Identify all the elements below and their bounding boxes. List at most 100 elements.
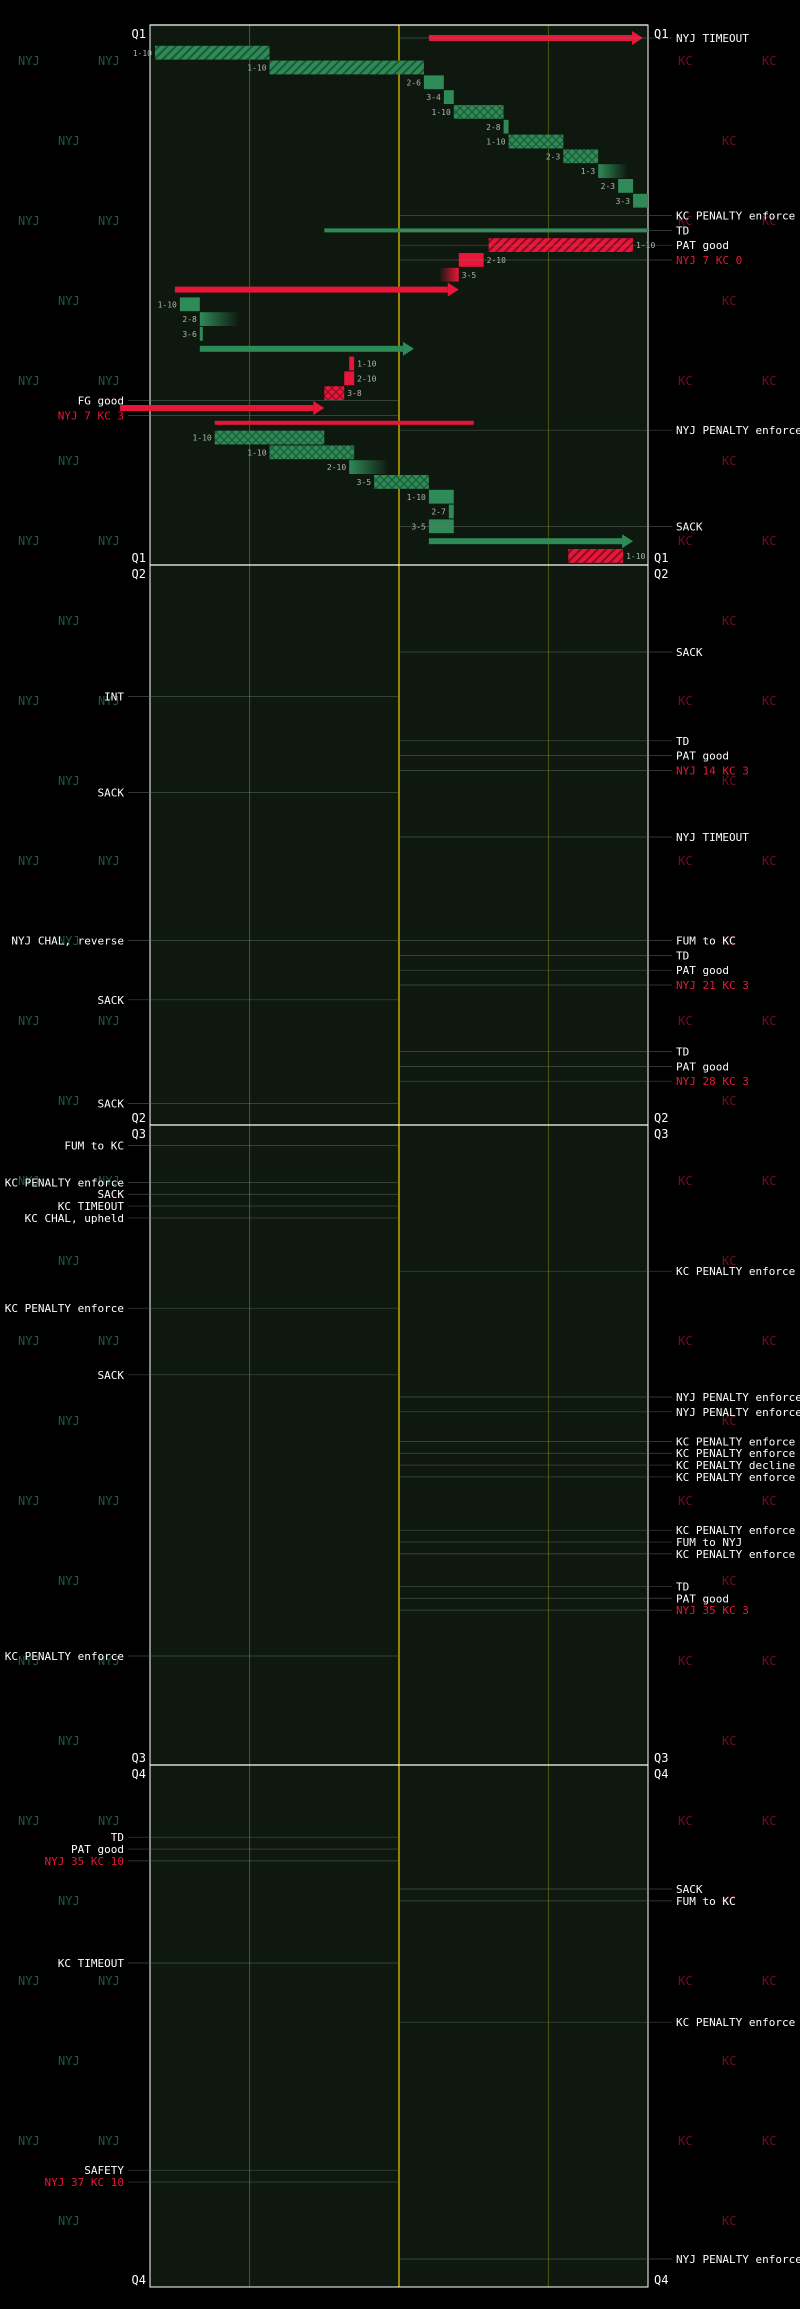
endzone-label-kc: KC bbox=[722, 1894, 736, 1908]
play-bar-23 bbox=[324, 386, 345, 400]
endzone-label-nyj: NYJ bbox=[98, 1014, 120, 1028]
endzone-label-kc: KC bbox=[722, 614, 736, 628]
quarter-label-left: Q3 bbox=[132, 1127, 146, 1141]
endzone-label-kc: KC bbox=[762, 374, 776, 388]
annotation-left: TD bbox=[111, 1831, 124, 1844]
annotation-right: KC PENALTY enforce bbox=[676, 1435, 795, 1448]
play-arrow-24 bbox=[120, 401, 325, 415]
play-down-label: 3-5 bbox=[462, 271, 477, 280]
endzone-label-nyj: NYJ bbox=[58, 294, 80, 308]
annotation-left: NYJ CHAL, reverse bbox=[11, 935, 124, 948]
endzone-label-nyj: NYJ bbox=[18, 1654, 40, 1668]
endzone-label-nyj: NYJ bbox=[18, 1334, 40, 1348]
play-bar-31 bbox=[448, 504, 454, 519]
play-bar-4 bbox=[443, 90, 454, 104]
endzone-label-nyj: NYJ bbox=[98, 1494, 120, 1508]
endzone-label-nyj: NYJ bbox=[58, 1734, 80, 1748]
endzone-label-nyj: NYJ bbox=[58, 934, 80, 948]
endzone-label-nyj: NYJ bbox=[58, 1254, 80, 1268]
endzone-label-kc: KC bbox=[722, 2054, 736, 2068]
play-down-label: 3-5 bbox=[411, 522, 426, 531]
play-thin-25 bbox=[214, 420, 474, 425]
annotation-left: KC TIMEOUT bbox=[58, 1957, 125, 1970]
annotation-left: INT bbox=[104, 690, 124, 703]
endzone-label-kc: KC bbox=[722, 1094, 736, 1108]
quarter-label-right: Q1 bbox=[654, 27, 668, 41]
annotation-right: KC PENALTY decline bbox=[676, 1459, 795, 1472]
play-down-label: 1-3 bbox=[581, 167, 596, 176]
annotation-right: PAT good bbox=[676, 239, 729, 252]
annotation-right: NYJ 28 KC 3 bbox=[676, 1075, 749, 1088]
endzone-label-kc: KC bbox=[678, 1494, 692, 1508]
quarter-label-right: Q3 bbox=[654, 1127, 668, 1141]
play-arrow-shaft bbox=[174, 286, 448, 293]
endzone-label-nyj: NYJ bbox=[98, 854, 120, 868]
play-down-label: 3-8 bbox=[347, 389, 362, 398]
play-bar-26 bbox=[214, 430, 325, 445]
endzone-label-kc: KC bbox=[762, 1654, 776, 1668]
play-bar-29 bbox=[374, 475, 429, 489]
play-down-label: 1-10 bbox=[432, 108, 451, 117]
play-bar-2 bbox=[269, 60, 424, 75]
annotation-right: NYJ 21 KC 3 bbox=[676, 979, 749, 992]
play-arrow-head bbox=[402, 341, 414, 356]
annotation-right: NYJ 35 KC 3 bbox=[676, 1604, 749, 1617]
quarter-end-label-right: Q1 bbox=[654, 551, 668, 565]
play-down-label: 1-10 bbox=[626, 552, 645, 561]
endzone-label-kc: KC bbox=[722, 294, 736, 308]
play-bar-34 bbox=[568, 549, 624, 563]
endzone-label-kc: KC bbox=[678, 1174, 692, 1188]
endzone-label-nyj: NYJ bbox=[18, 374, 40, 388]
annotation-right: PAT good bbox=[676, 750, 729, 763]
endzone-label-kc: KC bbox=[678, 1654, 692, 1668]
endzone-label-kc: KC bbox=[722, 934, 736, 948]
endzone-label-kc: KC bbox=[678, 54, 692, 68]
quarter-end-label-right: Q3 bbox=[654, 1751, 668, 1765]
endzone-label-nyj: NYJ bbox=[58, 614, 80, 628]
quarter-end-label-left: Q2 bbox=[132, 1111, 146, 1125]
play-down-label: 1-10 bbox=[357, 360, 376, 369]
endzone-label-nyj: NYJ bbox=[98, 1814, 120, 1828]
field-border bbox=[149, 24, 649, 2288]
annotation-right: KC PENALTY enforce bbox=[676, 1447, 795, 1460]
endzone-label-kc: KC bbox=[678, 1974, 692, 1988]
play-arrow-shaft bbox=[120, 405, 314, 411]
annotation-right: TD bbox=[676, 735, 689, 748]
annotation-right: PAT good bbox=[676, 1060, 729, 1073]
play-down-label: 1-10 bbox=[133, 49, 152, 58]
play-down-label: 2-3 bbox=[601, 182, 616, 191]
endzone-label-nyj: NYJ bbox=[58, 774, 80, 788]
endzone-label-kc: KC bbox=[678, 534, 692, 548]
quarter-end-label-left: Q4 bbox=[132, 2273, 146, 2287]
endzone-label-nyj: NYJ bbox=[18, 854, 40, 868]
annotation-right: KC PENALTY enforce bbox=[676, 1471, 795, 1484]
annotation-left: SACK bbox=[98, 787, 125, 800]
play-bar-11 bbox=[633, 193, 648, 208]
quarter-end-label-left: Q3 bbox=[132, 1751, 146, 1765]
play-down-label: 1-10 bbox=[407, 493, 426, 502]
endzone-label-nyj: NYJ bbox=[58, 1894, 80, 1908]
play-down-label: 3-3 bbox=[616, 197, 631, 206]
annotation-left: NYJ 37 KC 10 bbox=[45, 2176, 124, 2189]
play-down-label: 1-10 bbox=[247, 64, 266, 73]
annotation-right: KC PENALTY enforce bbox=[676, 2016, 795, 2029]
annotation-left: PAT good bbox=[71, 1843, 124, 1856]
annotation-left: NYJ 35 KC 10 bbox=[45, 1855, 124, 1868]
play-arrow-head bbox=[622, 534, 634, 549]
play-down-label: 2-10 bbox=[327, 463, 346, 472]
play-arrow-head bbox=[447, 282, 459, 297]
endzone-label-kc: KC bbox=[762, 854, 776, 868]
play-bar-10 bbox=[618, 179, 634, 193]
play-bar-27 bbox=[269, 445, 355, 460]
play-down-label: 1-10 bbox=[247, 448, 266, 457]
endzone-label-nyj: NYJ bbox=[58, 454, 80, 468]
endzone-label-nyj: NYJ bbox=[58, 2214, 80, 2228]
endzone-label-kc: KC bbox=[722, 1254, 736, 1268]
annotation-left: FUM to KC bbox=[64, 1139, 124, 1152]
endzone-label-nyj: NYJ bbox=[98, 1174, 120, 1188]
annotation-left: KC PENALTY enforce bbox=[5, 1176, 124, 1189]
annotation-left: KC PENALTY enforce bbox=[5, 1650, 124, 1663]
play-arrow-shaft bbox=[428, 538, 623, 545]
play-arrow-shaft bbox=[199, 345, 403, 352]
